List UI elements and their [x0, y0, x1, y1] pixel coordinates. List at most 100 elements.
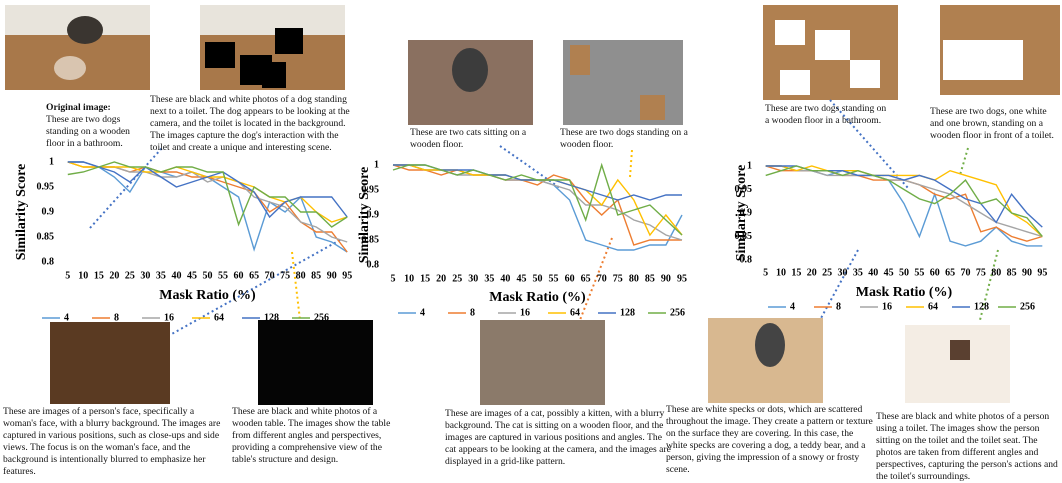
legend-label: 4: [790, 301, 795, 312]
x-tick-label: 30: [468, 273, 478, 284]
legend-label: 64: [570, 307, 580, 318]
caption: These are two dogs, one white and one br…: [930, 106, 1060, 142]
image: [262, 62, 286, 88]
x-tick-label: 35: [853, 267, 863, 278]
x-tick-label: 5: [763, 267, 768, 278]
series-line: [393, 165, 682, 240]
x-tick-label: 95: [342, 270, 352, 281]
series-line: [766, 166, 1043, 237]
x-tick-label: 30: [838, 267, 848, 278]
series-line: [393, 165, 682, 235]
caption: These are images of a cat, possibly a ki…: [445, 408, 673, 468]
x-tick-label: 55: [549, 273, 559, 284]
x-tick-label: 25: [125, 270, 135, 281]
arrow: [500, 146, 560, 188]
x-tick-label: 20: [109, 270, 119, 281]
arrow: [630, 150, 632, 177]
x-tick-label: 35: [484, 273, 494, 284]
legend-label: 16: [882, 301, 892, 312]
legend-label: 128: [620, 307, 635, 318]
figure: 0.80.850.90.9515101520253035404550556065…: [0, 0, 1062, 481]
caption: These are black and white photos of a pe…: [876, 411, 1061, 483]
x-tick-label: 60: [565, 273, 575, 284]
image: [452, 48, 488, 92]
caption: These are black and white photos of a do…: [150, 94, 355, 154]
x-tick-label: 95: [677, 273, 687, 284]
x-tick-label: 75: [976, 267, 986, 278]
x-tick-label: 40: [171, 270, 181, 281]
x-tick-label: 60: [930, 267, 940, 278]
x-tick-label: 30: [140, 270, 150, 281]
x-tick-label: 85: [1007, 267, 1017, 278]
x-tick-label: 5: [391, 273, 396, 284]
y-tick-label: 0.85: [37, 231, 55, 242]
caption: These are two dogs standing on a wooden …: [765, 103, 887, 127]
series-line: [393, 165, 682, 250]
x-tick-label: 60: [234, 270, 244, 281]
x-tick-label: 40: [500, 273, 510, 284]
x-tick-label: 45: [516, 273, 526, 284]
x-tick-label: 85: [311, 270, 321, 281]
image: [54, 56, 86, 80]
x-tick-label: 25: [452, 273, 462, 284]
legend-label: 256: [1020, 301, 1035, 312]
thumbnails: [5, 5, 1060, 405]
image: [905, 325, 1010, 403]
x-tick-label: 10: [776, 267, 786, 278]
series-line: [766, 166, 1043, 246]
x-axis-title: Mask Ratio (%): [489, 290, 586, 305]
x-axis-title: Mask Ratio (%): [856, 285, 953, 300]
image: [780, 70, 810, 95]
legend-label: 256: [670, 307, 685, 318]
x-tick-label: 45: [187, 270, 197, 281]
image: [200, 5, 345, 35]
x-tick-label: 55: [218, 270, 228, 281]
legend-label: 64: [214, 312, 224, 323]
y-axis-title: Similarity Score: [734, 165, 749, 262]
legend-label: 8: [114, 312, 119, 323]
x-tick-label: 70: [960, 267, 970, 278]
image: [480, 320, 605, 405]
x-tick-label: 50: [533, 273, 543, 284]
x-tick-label: 20: [807, 267, 817, 278]
x-tick-label: 35: [156, 270, 166, 281]
x-tick-label: 15: [420, 273, 430, 284]
y-tick-label: 1: [374, 159, 379, 170]
image: [775, 20, 805, 45]
x-tick-label: 50: [203, 270, 213, 281]
legend-label: 8: [836, 301, 841, 312]
y-tick-label: 1: [49, 156, 54, 167]
image: [205, 42, 235, 68]
x-tick-label: 65: [249, 270, 259, 281]
x-tick-label: 40: [868, 267, 878, 278]
legend-label: 4: [420, 307, 425, 318]
x-axis-title: Mask Ratio (%): [159, 288, 256, 303]
x-tick-label: 95: [1037, 267, 1047, 278]
y-tick-label: 0.9: [42, 206, 55, 217]
x-tick-label: 90: [1022, 267, 1032, 278]
x-tick-label: 45: [884, 267, 894, 278]
x-tick-label: 50: [899, 267, 909, 278]
series-line: [68, 162, 347, 252]
image: [755, 323, 785, 367]
image: [943, 40, 1023, 80]
legend-label: 256: [314, 312, 329, 323]
image: [258, 320, 373, 405]
series-line: [766, 166, 1043, 237]
legend-label: 16: [164, 312, 174, 323]
x-tick-label: 90: [661, 273, 671, 284]
caption: These are two dogs standing on a wooden …: [560, 127, 700, 151]
x-tick-label: 10: [78, 270, 88, 281]
x-tick-label: 75: [613, 273, 623, 284]
y-axis-title: Similarity Score: [357, 167, 372, 264]
x-tick-label: 80: [991, 267, 1001, 278]
y-tick-label: 0.8: [42, 256, 55, 267]
caption: Original image:: [46, 102, 146, 114]
image: [850, 60, 880, 88]
x-tick-label: 85: [645, 273, 655, 284]
legend-label: 128: [264, 312, 279, 323]
image: [67, 16, 103, 44]
x-tick-label: 90: [327, 270, 337, 281]
image: [50, 322, 170, 404]
x-tick-label: 25: [822, 267, 832, 278]
